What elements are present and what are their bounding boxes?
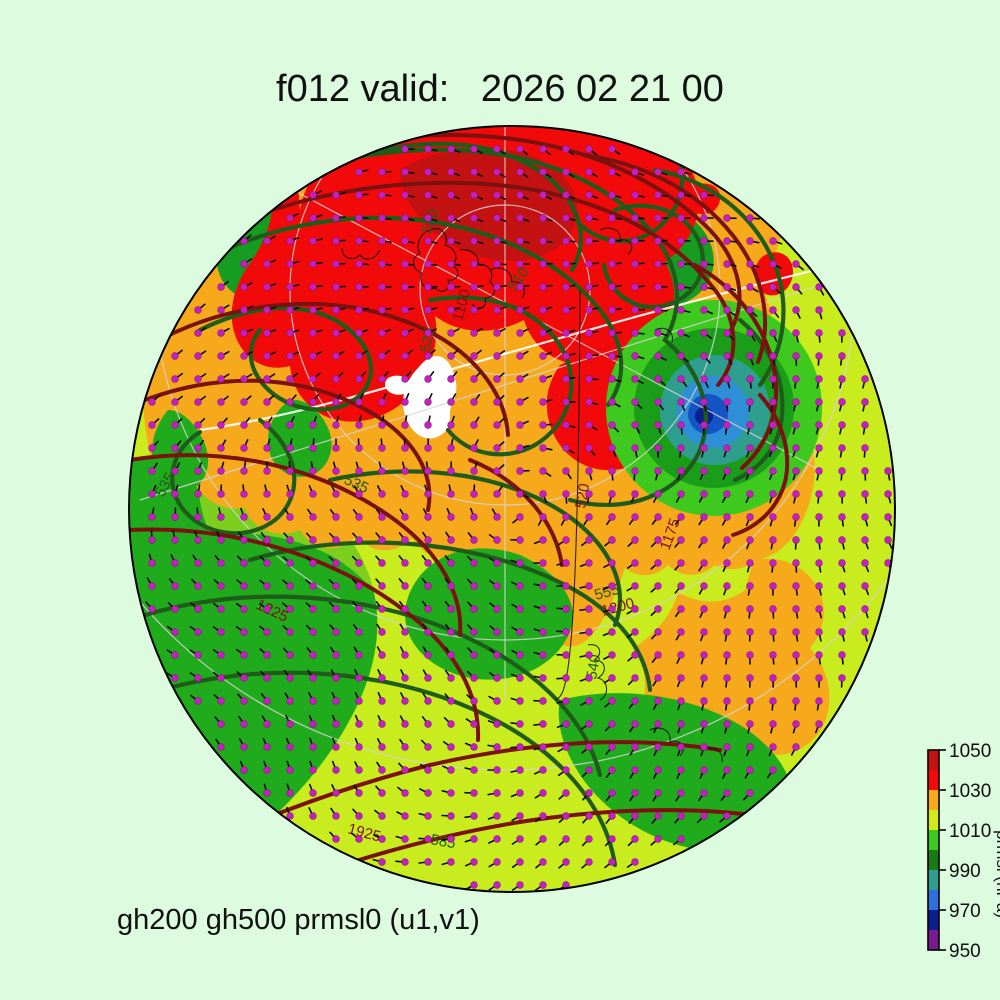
svg-text:prmsl (hPa): prmsl (hPa) [993, 830, 1000, 918]
svg-text:1010: 1010 [949, 821, 991, 842]
svg-text:950: 950 [949, 941, 981, 962]
svg-text:585: 585 [152, 777, 179, 807]
svg-text:1050: 1050 [949, 741, 991, 762]
svg-text:970: 970 [949, 901, 981, 922]
svg-text:1030: 1030 [949, 781, 991, 802]
svg-text:990: 990 [949, 861, 981, 882]
